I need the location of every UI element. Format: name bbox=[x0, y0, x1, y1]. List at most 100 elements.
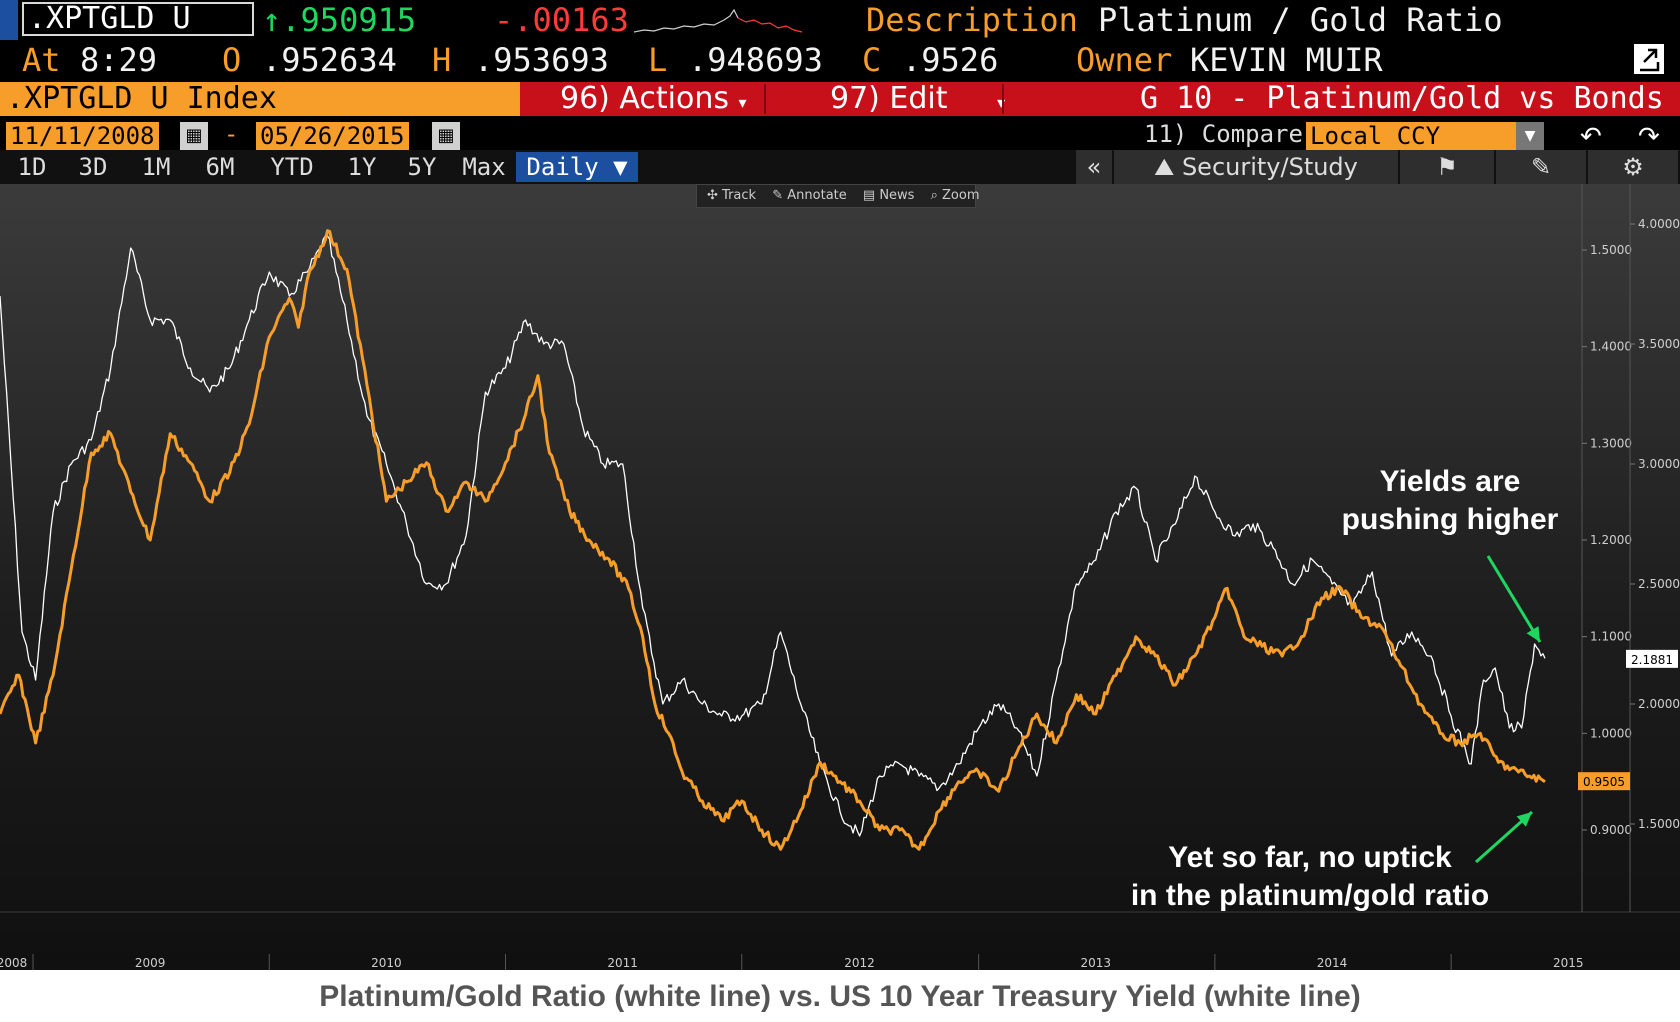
redo-icon[interactable]: ↷ bbox=[1638, 122, 1660, 152]
x-tick-label: 2011 bbox=[607, 956, 638, 970]
x-tick-label: 2012 bbox=[844, 956, 875, 970]
close-value: .9526 bbox=[902, 41, 999, 79]
right-tick-label: 4.0000 bbox=[1638, 217, 1680, 231]
period-row: 1D 3D 1M 6M YTD 1Y 5Y Max Daily ▼ « ⛰ Se… bbox=[0, 150, 1680, 184]
chevron-down-icon[interactable]: ▼ bbox=[1516, 122, 1544, 150]
ticker-color-tab bbox=[0, 0, 18, 40]
graph-title: G 10 - Platinum/Gold vs Bonds bbox=[1140, 81, 1664, 116]
x-tick-label: 2015 bbox=[1553, 956, 1584, 970]
track-icon[interactable]: ✣ bbox=[707, 188, 718, 203]
x-tick-label: 2010 bbox=[371, 956, 402, 970]
period-1y[interactable]: 1Y bbox=[347, 153, 377, 181]
start-date-input[interactable]: 11/11/2008 bbox=[6, 122, 159, 150]
annotation-arrow bbox=[1475, 810, 1533, 864]
last-value-label-ratio: 0.9505 bbox=[1583, 775, 1625, 789]
low-label: L bbox=[648, 41, 668, 79]
collapse-button[interactable]: « bbox=[1076, 150, 1112, 184]
security-study-label: Security/Study bbox=[1181, 153, 1358, 181]
title-row: .XPTGLD U Index 96) Actions ▾ 97) Edit ▾… bbox=[0, 80, 1680, 118]
left-tick-label: 1.5000 bbox=[1590, 243, 1632, 257]
chart-caption: Platinum/Gold Ratio (white line) vs. US … bbox=[0, 972, 1680, 1022]
news-tool[interactable]: News bbox=[879, 188, 915, 203]
high-value: .953693 bbox=[474, 41, 609, 79]
x-tick-label: 2014 bbox=[1317, 956, 1348, 970]
right-tick-label: 2.0000 bbox=[1638, 697, 1680, 711]
date-dash: - bbox=[224, 120, 239, 148]
sparkline-icon bbox=[634, 8, 803, 33]
net-change: -.00163 bbox=[494, 1, 629, 39]
flag-icon[interactable]: ⚑ bbox=[1400, 150, 1494, 184]
last-value-label-yield: 2.1881 bbox=[1631, 653, 1673, 667]
calendar-icon[interactable]: ▦ bbox=[432, 122, 460, 150]
quote-row: .XPTGLD U ↑.950915 -.00163 Description P… bbox=[0, 0, 1680, 40]
low-value: .948693 bbox=[688, 41, 823, 79]
ticker-input[interactable]: .XPTGLD U bbox=[22, 2, 254, 36]
action-bar bbox=[520, 82, 1680, 116]
edit-label: 97) Edit bbox=[830, 81, 948, 116]
undo-icon[interactable]: ↶ bbox=[1580, 122, 1602, 152]
series-line-treasury-yield bbox=[0, 235, 1546, 837]
menu-divider bbox=[1002, 84, 1004, 114]
period-ytd[interactable]: YTD bbox=[270, 153, 314, 181]
compare-label[interactable]: 11) Compare bbox=[1144, 120, 1303, 148]
annotation-text: in the platinum/gold ratio bbox=[1131, 879, 1489, 912]
last-price: ↑.950915 bbox=[262, 1, 417, 39]
track-tool[interactable]: Track bbox=[722, 188, 757, 203]
actions-menu[interactable]: 96) Actions ▾ bbox=[560, 81, 747, 116]
chart-svg: 2008 2009 2010 2011 2012 2013 2014 2015 1.50001… bbox=[0, 184, 1680, 970]
security-study-button[interactable]: ⛰ Security/Study bbox=[1114, 150, 1398, 184]
owner-value: KEVIN MUIR bbox=[1190, 41, 1383, 79]
series-line-platinum-gold bbox=[0, 229, 1546, 851]
annotations: Yields are pushing higher Yet so far, no u… bbox=[1131, 465, 1559, 912]
period-max[interactable]: Max bbox=[462, 153, 506, 181]
chart-panel[interactable]: ✣ Track ✎ Annotate ▤ News ⌕ Zoom 2008 200… bbox=[0, 184, 1680, 970]
x-tick-label: 2013 bbox=[1081, 956, 1112, 970]
right-tick-label: 3.5000 bbox=[1638, 337, 1680, 351]
gear-icon[interactable]: ⚙ bbox=[1588, 150, 1678, 184]
edit-menu[interactable]: 97) Edit ▾ bbox=[830, 82, 1005, 116]
end-date-input[interactable]: 05/26/2015 bbox=[256, 122, 409, 150]
mini-toolbar: ✣ Track ✎ Annotate ▤ News ⌕ Zoom bbox=[696, 184, 980, 208]
right-tick-label: 2.5000 bbox=[1638, 577, 1680, 591]
annotate-tool[interactable]: Annotate bbox=[787, 188, 847, 203]
calendar-icon[interactable]: ▦ bbox=[180, 122, 208, 150]
period-3d[interactable]: 3D bbox=[78, 153, 108, 181]
left-axis: 1.5000 1.4000 1.3000 1.2000 1.1000 1.0000 0.90… bbox=[1581, 184, 1632, 912]
owner-label: Owner bbox=[1076, 41, 1173, 79]
last-value-badge-ratio bbox=[1578, 772, 1630, 791]
left-tick-label: 1.3000 bbox=[1590, 436, 1632, 450]
edit-icon[interactable]: ✎ bbox=[1496, 150, 1586, 184]
high-label: H bbox=[432, 41, 452, 79]
annotation-text: Yields are bbox=[1380, 465, 1521, 498]
period-1m[interactable]: 1M bbox=[141, 153, 171, 181]
open-label: O bbox=[222, 41, 242, 79]
menu-divider bbox=[764, 84, 766, 114]
quote-time: 8:29 bbox=[80, 41, 158, 79]
close-label: C bbox=[862, 41, 882, 79]
open-value: .952634 bbox=[262, 41, 397, 79]
right-tick-label: 3.0000 bbox=[1638, 457, 1680, 471]
left-tick-label: 1.1000 bbox=[1590, 630, 1632, 644]
security-name[interactable]: .XPTGLD U Index bbox=[0, 82, 520, 116]
description-value: Platinum / Gold Ratio bbox=[1098, 1, 1503, 39]
annotate-icon[interactable]: ✎ bbox=[772, 188, 784, 203]
frequency-select[interactable]: Daily ▼ bbox=[516, 152, 638, 182]
left-tick-label: 1.4000 bbox=[1590, 340, 1632, 354]
zoom-tool[interactable]: Zoom bbox=[942, 188, 980, 203]
x-axis: 2008 2009 2010 2011 2012 2013 2014 2015 bbox=[0, 911, 1680, 970]
description-label: Description bbox=[866, 1, 1078, 39]
export-icon[interactable] bbox=[1634, 44, 1664, 74]
currency-select[interactable]: Local CCY bbox=[1306, 122, 1516, 150]
period-1d[interactable]: 1D bbox=[17, 153, 47, 181]
annotation-text: Yet so far, no uptick bbox=[1168, 841, 1452, 874]
left-tick-label: 1.0000 bbox=[1590, 726, 1632, 740]
zoom-icon[interactable]: ⌕ bbox=[930, 188, 938, 203]
date-row: 11/11/2008 ▦ - 05/26/2015 ▦ 11) Compare … bbox=[0, 118, 1680, 152]
news-icon[interactable]: ▤ bbox=[862, 188, 876, 203]
series-group: 0.9505 2.1881 bbox=[0, 229, 1678, 851]
period-5y[interactable]: 5Y bbox=[407, 153, 437, 181]
bloomberg-terminal: .XPTGLD U ↑.950915 -.00163 Description P… bbox=[0, 0, 1680, 970]
x-tick-label: 2009 bbox=[135, 956, 166, 970]
period-6m[interactable]: 6M bbox=[205, 153, 235, 181]
annotation-text: pushing higher bbox=[1342, 503, 1559, 536]
